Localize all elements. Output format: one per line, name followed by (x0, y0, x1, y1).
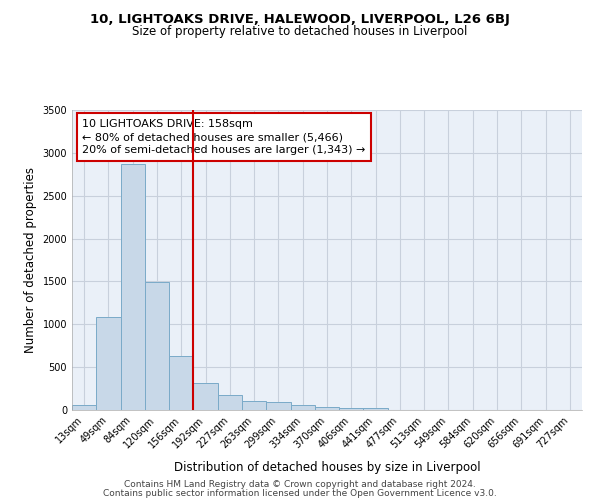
Text: 10 LIGHTOAKS DRIVE: 158sqm
← 80% of detached houses are smaller (5,466)
20% of s: 10 LIGHTOAKS DRIVE: 158sqm ← 80% of deta… (82, 119, 365, 156)
X-axis label: Distribution of detached houses by size in Liverpool: Distribution of detached houses by size … (173, 461, 481, 474)
Bar (72, 405, 96, 410)
Bar (339, 408, 364, 410)
Text: 10, LIGHTOAKS DRIVE, HALEWOOD, LIVERPOOL, L26 6BJ: 10, LIGHTOAKS DRIVE, HALEWOOD, LIVERPOOL… (90, 12, 510, 26)
Text: Size of property relative to detached houses in Liverpool: Size of property relative to detached ho… (133, 25, 467, 38)
Text: Contains HM Land Registry data © Crown copyright and database right 2024.: Contains HM Land Registry data © Crown c… (124, 480, 476, 489)
Bar (315, 408, 339, 410)
Bar (96, 316, 121, 410)
Text: Contains public sector information licensed under the Open Government Licence v3: Contains public sector information licen… (103, 489, 497, 498)
Bar (266, 402, 290, 410)
Bar (193, 383, 218, 410)
Bar (121, 164, 145, 410)
Y-axis label: Number of detached properties: Number of detached properties (24, 167, 37, 353)
Bar (218, 395, 242, 410)
Bar (290, 406, 315, 410)
Bar (145, 282, 169, 410)
Bar (242, 400, 266, 410)
Bar (169, 356, 193, 410)
Bar (364, 408, 388, 410)
